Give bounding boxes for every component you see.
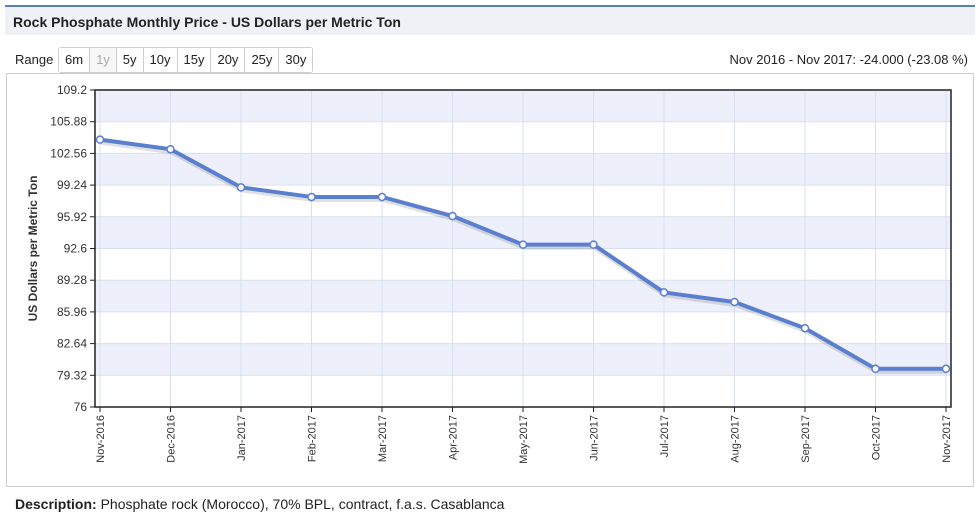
- data-point-Nov-2017[interactable]: [941, 364, 951, 374]
- range-button-6m[interactable]: 6m: [59, 48, 91, 72]
- data-point-Jan-2017[interactable]: [236, 183, 246, 192]
- range-button-5y[interactable]: 5y: [116, 48, 144, 72]
- x-tick-label: Sep-2017: [800, 415, 812, 463]
- x-tick-label: Jul-2017: [659, 415, 671, 457]
- x-tick-label: Feb-2017: [307, 415, 319, 462]
- data-point-Oct-2017[interactable]: [871, 364, 880, 374]
- y-tick-label: 102.56: [50, 146, 87, 160]
- chart-title: Rock Phosphate Monthly Price - US Dollar…: [13, 14, 401, 30]
- y-tick-label: 82.64: [57, 337, 87, 351]
- x-tick-label: Apr-2017: [448, 415, 460, 460]
- y-tick-label: 95.92: [57, 210, 87, 224]
- title-bar: Rock Phosphate Monthly Price - US Dollar…: [5, 5, 975, 35]
- x-tick-label: Jan-2017: [236, 415, 248, 461]
- data-point-Jul-2017[interactable]: [659, 288, 669, 297]
- chart-frame: 109.2 105.88 102.56 99.24 95.92 92.6 89.28 85.9…: [6, 73, 974, 487]
- y-tick-label: 89.28: [57, 273, 87, 287]
- range-label: Range: [15, 52, 54, 67]
- y-axis-title: US Dollars per Metric Ton: [26, 176, 40, 322]
- data-point-Sep-2017[interactable]: [800, 323, 810, 333]
- data-point-Feb-2017[interactable]: [307, 192, 316, 202]
- x-tick-label: Jun-2017: [589, 415, 601, 461]
- range-selector: 6m 1y 5y 10y 15y 20y 25y 30y: [58, 47, 314, 73]
- range-button-1y[interactable]: 1y: [90, 48, 117, 72]
- range-button-15y[interactable]: 15y: [177, 48, 212, 72]
- x-tick-label: Mar-2017: [377, 415, 389, 462]
- data-point-May-2017[interactable]: [518, 240, 528, 249]
- range-button-30y[interactable]: 30y: [279, 48, 313, 72]
- x-tick-label: Aug-2017: [730, 415, 742, 463]
- y-tick-label: 92.6: [64, 242, 88, 256]
- x-tick-label: Nov-2017: [941, 415, 953, 463]
- range-button-20y[interactable]: 20y: [211, 48, 246, 72]
- y-tick-label: 109.2: [57, 83, 87, 97]
- line-chart: 109.2 105.88 102.56 99.24 95.92 92.6 89.28 85.9…: [26, 83, 953, 464]
- description: Description: Phosphate rock (Morocco), 7…: [15, 496, 504, 512]
- description-text: Phosphate rock (Morocco), 70% BPL, contr…: [100, 496, 505, 512]
- range-button-10y[interactable]: 10y: [143, 48, 178, 72]
- data-point-Mar-2017[interactable]: [377, 192, 387, 202]
- x-tick-label: Oct-2017: [871, 415, 883, 460]
- y-tick-label: 76: [74, 400, 88, 414]
- x-tick-label: May-2017: [518, 415, 530, 464]
- x-tick-label: Dec-2016: [166, 415, 178, 463]
- y-tick-label: 99.24: [57, 178, 87, 192]
- range-button-25y[interactable]: 25y: [245, 48, 280, 72]
- x-tick-label: Nov-2016: [95, 415, 107, 463]
- y-tick-label: 79.32: [57, 368, 87, 382]
- description-label: Description:: [15, 496, 97, 512]
- data-point-Nov-2016[interactable]: [95, 135, 105, 144]
- y-tick-label: 85.96: [57, 305, 87, 319]
- price-change-text: Nov 2016 - Nov 2017: -24.000 (-23.08 %): [729, 52, 968, 67]
- data-point-Dec-2016[interactable]: [166, 144, 175, 154]
- y-tick-label: 105.88: [50, 115, 87, 129]
- data-point-Jun-2017[interactable]: [589, 240, 598, 249]
- data-point-Apr-2017[interactable]: [448, 211, 457, 221]
- data-point-Aug-2017[interactable]: [730, 297, 739, 307]
